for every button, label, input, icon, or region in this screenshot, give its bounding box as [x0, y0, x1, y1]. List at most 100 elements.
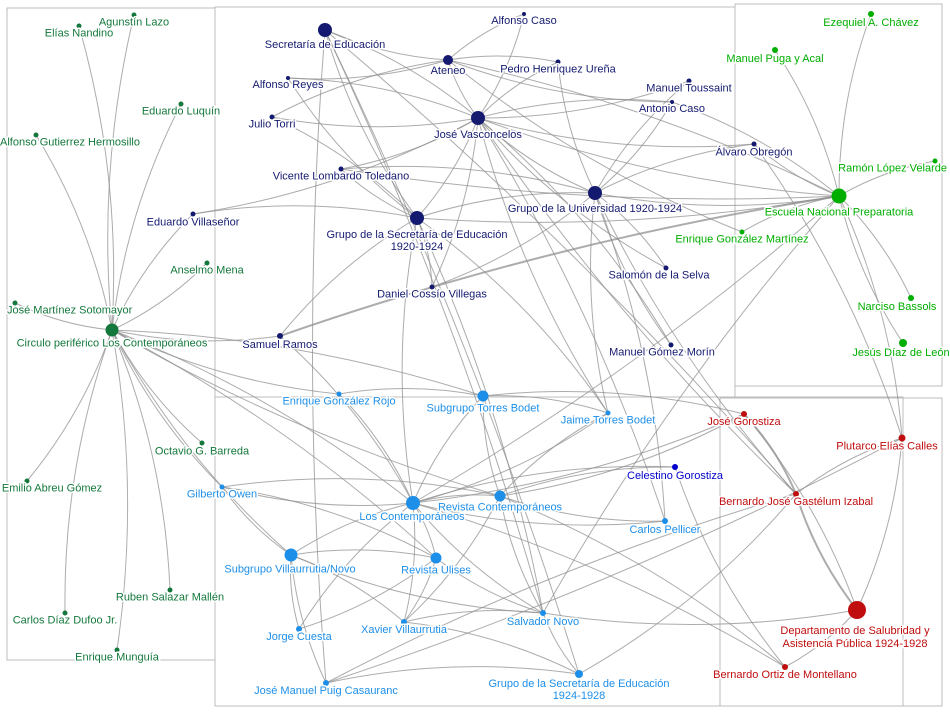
node-abreu[interactable]: [24, 478, 30, 484]
node-subtb[interactable]: [477, 390, 489, 402]
graph-edge: [838, 195, 903, 439]
label-antcaso: Antonio Caso: [639, 103, 705, 115]
graph-edge: [447, 59, 673, 103]
node-nandino[interactable]: [76, 23, 82, 29]
node-ateneo[interactable]: [443, 55, 453, 65]
node-chavez[interactable]: [868, 11, 874, 17]
graph-edge: [111, 213, 194, 331]
node-novo[interactable]: [540, 610, 546, 616]
label-gonrojo: Enrique González Rojo: [282, 396, 395, 408]
node-vasconcelos[interactable]: [471, 111, 485, 125]
graph-edge: [838, 195, 912, 299]
node-gsep24[interactable]: [575, 670, 583, 678]
node-barreda[interactable]: [199, 440, 205, 446]
node-acaso[interactable]: [522, 12, 526, 16]
label-subtb: Subgrupo Torres Bodet: [427, 403, 540, 415]
node-mena[interactable]: [204, 260, 210, 266]
node-revulises[interactable]: [430, 552, 442, 564]
graph-edge: [324, 29, 797, 495]
graph-edge: [447, 59, 840, 197]
graph-edge: [287, 77, 479, 119]
graph-edge: [753, 143, 903, 439]
node-loscontemp[interactable]: [406, 496, 420, 510]
node-mallen[interactable]: [167, 587, 173, 593]
graph-edge: [325, 437, 903, 684]
node-guniv[interactable]: [588, 186, 602, 200]
node-velarde[interactable]: [932, 158, 938, 164]
label-nandino: Elías Nandino: [45, 28, 114, 40]
node-hermosillo[interactable]: [33, 132, 39, 138]
graph-edge: [403, 557, 437, 623]
node-sep[interactable]: [318, 23, 332, 37]
label-mallen: Ruben Salazar Mallén: [116, 592, 224, 604]
node-munguia[interactable]: [114, 647, 120, 653]
label-cuesta: Jorge Cuesta: [266, 631, 332, 643]
graph-edge: [192, 205, 418, 219]
label-owen: Gilberto Owen: [187, 489, 257, 501]
label-gsep20: Grupo de la Secretaría de Educación 1920-…: [326, 229, 507, 253]
node-enp[interactable]: [831, 188, 847, 204]
node-calles[interactable]: [898, 434, 906, 442]
graph-edge: [279, 217, 418, 337]
node-cuesta[interactable]: [296, 626, 302, 632]
node-dufoo[interactable]: [62, 610, 68, 616]
graph-edge: [271, 116, 418, 219]
graph-edge: [279, 195, 840, 337]
graph-edge: [594, 192, 672, 346]
node-lazo[interactable]: [131, 12, 137, 18]
node-torri[interactable]: [269, 114, 275, 120]
label-gomezmorin: Manuel Gómez Morín: [609, 347, 715, 359]
label-sotomayor: José Martínez Sotomayor: [7, 305, 133, 317]
node-jtb[interactable]: [605, 410, 611, 416]
node-reyes[interactable]: [286, 76, 290, 80]
node-puig[interactable]: [323, 680, 329, 686]
node-antcaso[interactable]: [670, 100, 674, 104]
graph-edge: [477, 117, 666, 522]
label-celestino: Celestino Gorostiza: [627, 470, 724, 482]
node-depto[interactable]: [848, 601, 866, 619]
node-gomezmorin[interactable]: [668, 342, 674, 348]
node-gsep20[interactable]: [410, 211, 424, 225]
graph-edge: [838, 195, 904, 344]
node-ortiz[interactable]: [782, 664, 788, 670]
node-pellicer[interactable]: [662, 518, 668, 524]
node-bassols[interactable]: [908, 295, 914, 301]
node-circulo[interactable]: [105, 323, 119, 337]
label-gastelum: Bernardo José Gastélum Izabal: [719, 496, 873, 508]
label-barreda: Octavio G. Barreda: [155, 446, 250, 458]
node-selva[interactable]: [663, 265, 669, 271]
node-revcontemp[interactable]: [494, 490, 506, 502]
node-ramos[interactable]: [277, 333, 283, 339]
node-celestino[interactable]: [672, 464, 678, 470]
node-gonmartinez[interactable]: [739, 229, 745, 235]
graph-edge: [412, 502, 666, 526]
label-hermosillo: Alfonso Gutierrez Hermosillo: [0, 137, 140, 149]
node-villasenor[interactable]: [190, 211, 196, 217]
label-circulo: Circulo periférico Los Contemporáneos: [17, 338, 208, 350]
graph-edge: [290, 502, 414, 556]
node-lombardo[interactable]: [338, 166, 344, 172]
box-salubridad: [719, 397, 943, 707]
node-gonrojo[interactable]: [336, 391, 342, 397]
node-puga[interactable]: [772, 47, 778, 53]
node-toussaint[interactable]: [686, 78, 692, 84]
node-xavier[interactable]: [401, 619, 407, 625]
graph-edge: [340, 168, 418, 219]
graph-edge: [499, 412, 609, 497]
node-diazleon[interactable]: [899, 339, 907, 347]
node-luquin[interactable]: [178, 101, 184, 107]
graph-edge: [221, 478, 501, 497]
node-cossio[interactable]: [429, 284, 435, 290]
graph-edge: [482, 395, 501, 497]
graph-edge: [795, 493, 858, 611]
node-sotomayor[interactable]: [12, 300, 18, 306]
label-diazleon: Jesús Díaz de León: [852, 347, 949, 359]
node-jgorostiza[interactable]: [741, 411, 747, 417]
graph-edge: [594, 192, 667, 269]
node-obregon[interactable]: [751, 141, 757, 147]
node-purena[interactable]: [555, 59, 561, 65]
node-owen[interactable]: [219, 484, 225, 490]
node-gastelum[interactable]: [793, 491, 799, 497]
node-subvn[interactable]: [284, 548, 298, 562]
